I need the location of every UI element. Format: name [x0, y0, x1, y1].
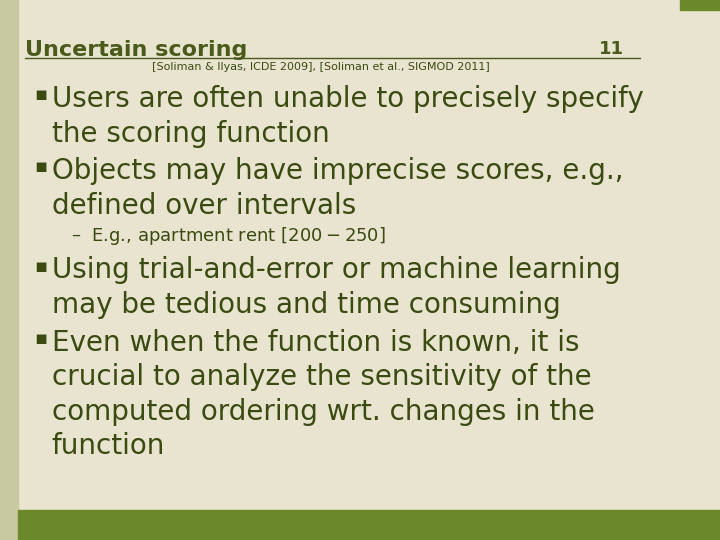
Text: ▪: ▪: [34, 157, 47, 176]
Text: Users are often unable to precisely specify
the scoring function: Users are often unable to precisely spec…: [52, 85, 644, 147]
Text: Uncertain scoring: Uncertain scoring: [25, 40, 247, 60]
Text: Dipartimento di Elettronica e Informazione: Dipartimento di Elettronica e Informazio…: [455, 521, 649, 530]
Text: –  E.g., apartment rent [$200-$250]: – E.g., apartment rent [$200-$250]: [71, 225, 386, 247]
Text: Using trial-and-error or machine learning
may be tedious and time consuming: Using trial-and-error or machine learnin…: [52, 256, 621, 319]
Text: POLITECNICO DI MILANO: POLITECNICO DI MILANO: [325, 520, 459, 530]
Text: Objects may have imprecise scores, e.g.,
defined over intervals: Objects may have imprecise scores, e.g.,…: [52, 157, 624, 220]
Text: [Soliman & Ilyas, ICDE 2009], [Soliman et al., SIGMOD 2011]: [Soliman & Ilyas, ICDE 2009], [Soliman e…: [152, 62, 490, 72]
Text: ►: ►: [451, 520, 458, 530]
Text: ▪: ▪: [34, 85, 47, 104]
Text: ▪: ▪: [34, 328, 47, 348]
Text: ▪: ▪: [34, 256, 47, 275]
Text: 11: 11: [598, 40, 624, 58]
Text: Even when the function is known, it is
crucial to analyze the sensitivity of the: Even when the function is known, it is c…: [52, 328, 595, 460]
Text: Search Computing: Search Computing: [97, 520, 188, 530]
